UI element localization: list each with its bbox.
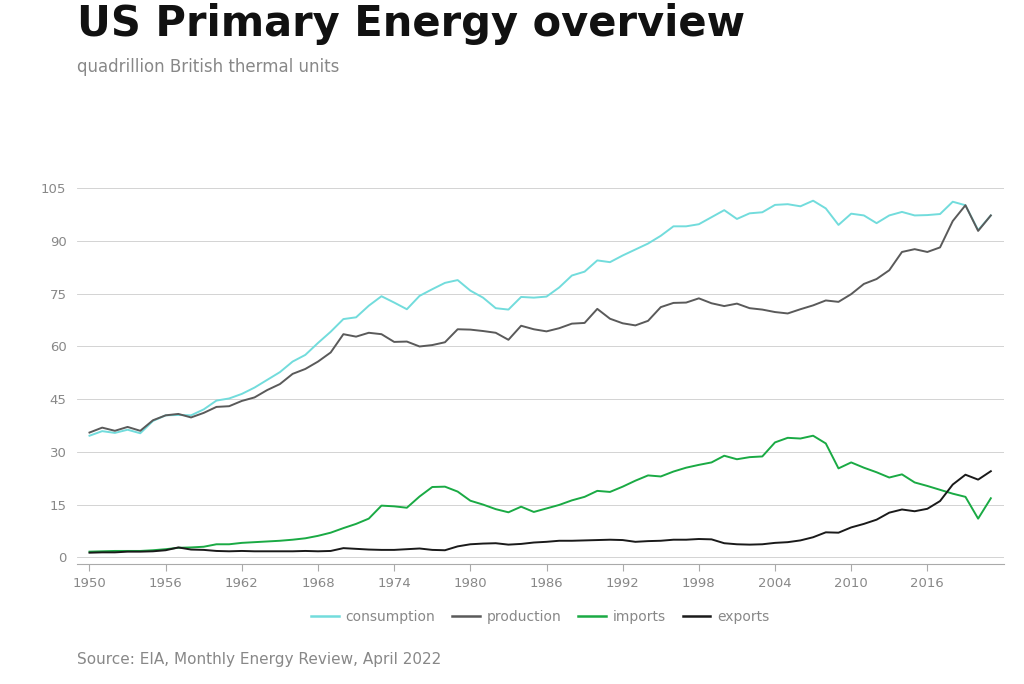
production [83, 428, 95, 436]
Text: Source: EIA, Monthly Energy Review, April 2022: Source: EIA, Monthly Energy Review, Apri… [77, 652, 441, 667]
Line: imports: imports [89, 436, 991, 552]
consumption [591, 256, 603, 265]
imports [591, 487, 603, 495]
exports [654, 537, 667, 545]
Line: consumption: consumption [89, 200, 991, 436]
imports [299, 534, 311, 542]
exports [591, 536, 603, 544]
exports [388, 546, 400, 554]
Line: exports: exports [89, 471, 991, 553]
consumption [985, 211, 997, 220]
consumption [83, 432, 95, 440]
imports [807, 432, 819, 440]
imports [388, 502, 400, 510]
exports [692, 535, 705, 543]
production [388, 338, 400, 346]
imports [210, 540, 222, 549]
production [299, 365, 311, 373]
exports [210, 547, 222, 555]
production [591, 305, 603, 313]
production [959, 201, 972, 209]
Line: production: production [89, 205, 991, 432]
Text: quadrillion British thermal units: quadrillion British thermal units [77, 58, 339, 76]
imports [985, 494, 997, 502]
exports [83, 549, 95, 557]
consumption [299, 351, 311, 359]
Text: US Primary Energy overview: US Primary Energy overview [77, 3, 744, 45]
production [654, 303, 667, 311]
imports [654, 473, 667, 481]
consumption [807, 196, 819, 205]
production [692, 294, 705, 302]
production [985, 211, 997, 220]
exports [985, 467, 997, 475]
consumption [654, 232, 667, 240]
production [210, 403, 222, 411]
Legend: consumption, production, imports, exports: consumption, production, imports, export… [305, 604, 775, 629]
exports [299, 547, 311, 555]
consumption [210, 397, 222, 405]
imports [83, 548, 95, 556]
consumption [692, 220, 705, 228]
imports [692, 461, 705, 469]
consumption [388, 298, 400, 306]
